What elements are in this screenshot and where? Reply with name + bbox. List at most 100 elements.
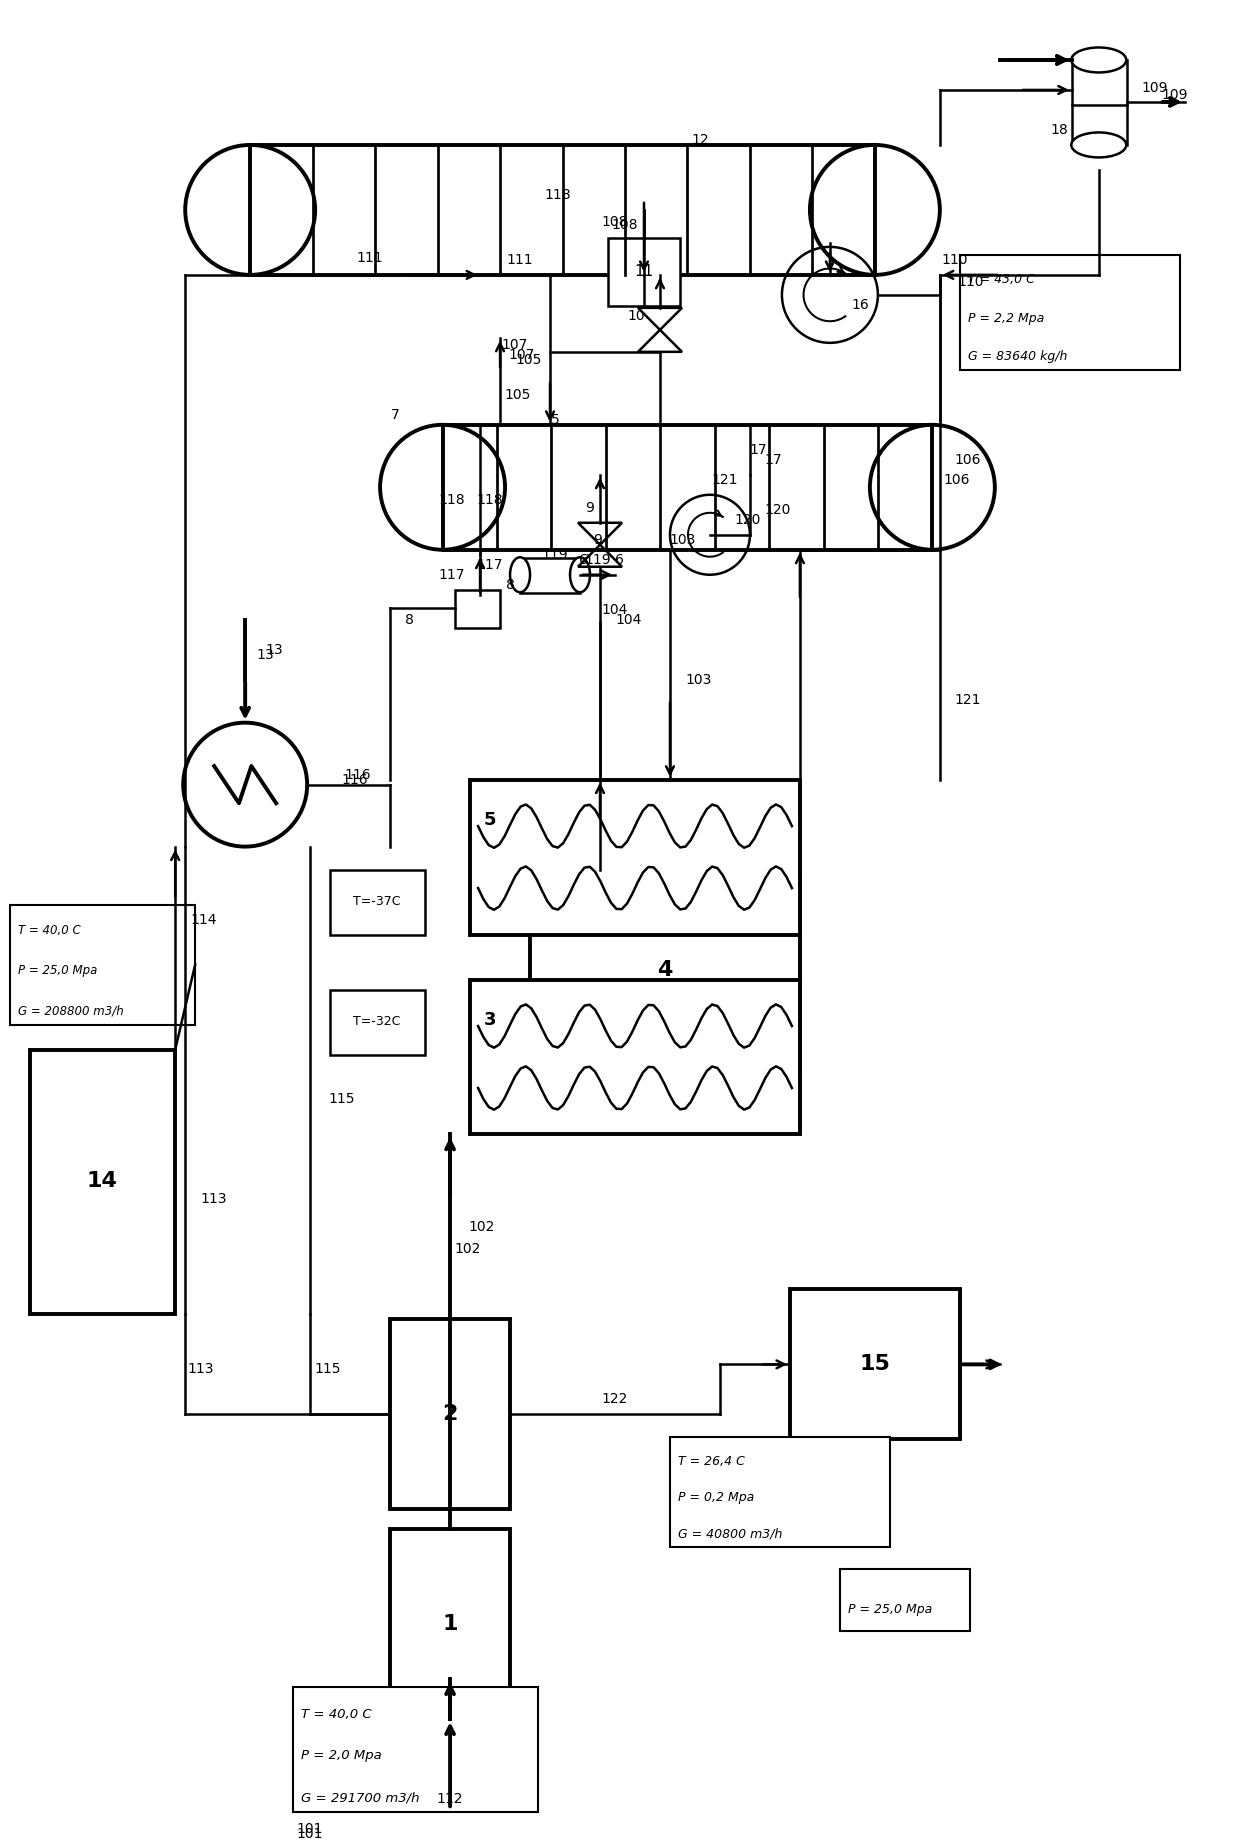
Text: 122: 122	[601, 1391, 629, 1406]
Bar	[250, 146, 875, 275]
Ellipse shape	[1071, 48, 1126, 72]
Text: 111: 111	[507, 252, 533, 267]
Text: 4: 4	[657, 960, 672, 980]
Text: 106: 106	[944, 474, 970, 487]
Text: G = 291700 m3/h: G = 291700 m3/h	[301, 1791, 419, 1804]
Text: 119: 119	[542, 547, 568, 562]
Text: T=-37C: T=-37C	[353, 896, 401, 909]
Text: 108: 108	[601, 216, 627, 229]
Text: 112: 112	[436, 1791, 464, 1806]
Text: P = 0,2 Mpa: P = 0,2 Mpa	[678, 1491, 754, 1504]
Text: 103: 103	[684, 673, 712, 687]
Text: 119: 119	[585, 553, 611, 568]
Bar	[470, 780, 800, 934]
Text: 104: 104	[615, 612, 641, 627]
Bar	[1071, 61, 1127, 146]
Text: 105: 105	[505, 387, 531, 402]
Bar	[960, 254, 1179, 370]
Text: G = 40800 m3/h: G = 40800 m3/h	[678, 1528, 782, 1541]
Text: P = 25,0 Mpa: P = 25,0 Mpa	[19, 964, 98, 977]
Text: 9: 9	[594, 533, 603, 547]
Text: 120: 120	[765, 503, 791, 516]
Text: P = 25,0 Mpa: P = 25,0 Mpa	[848, 1603, 932, 1616]
Bar	[330, 870, 425, 934]
Text: 118: 118	[476, 492, 503, 507]
Bar	[790, 1290, 960, 1439]
Text: 8: 8	[506, 577, 515, 592]
Text: 111: 111	[357, 251, 383, 265]
Text: 17: 17	[765, 453, 782, 466]
Text: 1: 1	[443, 1614, 458, 1635]
Text: 102: 102	[455, 1242, 481, 1257]
Text: 15: 15	[859, 1355, 890, 1375]
Text: 17: 17	[749, 442, 766, 457]
Text: 115: 115	[329, 1093, 355, 1106]
Ellipse shape	[1071, 133, 1126, 157]
Text: 5: 5	[551, 413, 559, 428]
Text: 3: 3	[484, 1010, 496, 1028]
Text: 118: 118	[439, 492, 465, 507]
Bar	[839, 1568, 970, 1631]
Text: 113: 113	[187, 1362, 213, 1377]
Text: 108: 108	[611, 217, 639, 232]
Text: 13: 13	[265, 643, 283, 656]
Text: 110: 110	[957, 275, 985, 289]
Bar	[670, 1438, 890, 1548]
Text: 118: 118	[544, 188, 572, 203]
Bar	[30, 1049, 175, 1314]
Text: 106: 106	[955, 453, 981, 466]
Text: 16: 16	[851, 299, 869, 311]
Text: 6: 6	[615, 553, 624, 568]
Ellipse shape	[570, 557, 590, 592]
Text: P = 2,0 Mpa: P = 2,0 Mpa	[301, 1749, 382, 1762]
Text: 115: 115	[315, 1362, 341, 1377]
Text: P = 2,2 Mpa: P = 2,2 Mpa	[968, 311, 1044, 324]
Text: 102: 102	[467, 1220, 495, 1235]
Text: 104: 104	[601, 603, 629, 617]
Bar	[529, 870, 800, 1069]
Text: 114: 114	[190, 912, 217, 927]
Bar	[10, 905, 195, 1025]
Text: T = 40,0 C: T = 40,0 C	[19, 923, 81, 936]
Text: 117: 117	[477, 558, 503, 571]
Text: T = 43,0 C: T = 43,0 C	[968, 273, 1034, 286]
Bar	[520, 558, 580, 593]
Ellipse shape	[510, 557, 529, 592]
Text: 8: 8	[405, 612, 414, 627]
Bar	[455, 590, 500, 628]
Bar	[391, 1530, 510, 1720]
Text: 12: 12	[691, 133, 709, 147]
Text: 107: 107	[502, 337, 528, 352]
Text: 101: 101	[296, 1823, 324, 1836]
Text: T = 40,0 C: T = 40,0 C	[301, 1708, 372, 1721]
Text: 14: 14	[87, 1172, 118, 1191]
Text: G = 83640 kg/h: G = 83640 kg/h	[968, 350, 1068, 363]
Text: 113: 113	[200, 1192, 227, 1207]
Text: 2: 2	[443, 1404, 458, 1425]
Bar	[470, 979, 800, 1135]
Text: 110: 110	[941, 252, 968, 267]
Text: 103: 103	[670, 533, 696, 547]
Text: 121: 121	[955, 693, 981, 706]
Text: 116: 116	[345, 769, 372, 781]
Text: 101: 101	[296, 1826, 324, 1841]
Text: 9: 9	[585, 501, 594, 514]
Bar	[608, 238, 680, 306]
Text: 109: 109	[1142, 81, 1168, 96]
Text: 6: 6	[579, 553, 588, 568]
Text: 107: 107	[508, 348, 534, 361]
Text: 5: 5	[484, 811, 496, 829]
Text: 18: 18	[1052, 123, 1069, 136]
Text: 11: 11	[635, 264, 653, 280]
Text: 10: 10	[627, 310, 645, 323]
Text: 120: 120	[735, 512, 761, 527]
Text: T = 26,4 C: T = 26,4 C	[678, 1454, 745, 1467]
Bar	[443, 424, 932, 549]
Text: 7: 7	[391, 407, 399, 422]
Text: T=-32C: T=-32C	[353, 1015, 401, 1028]
Text: 109: 109	[1162, 88, 1188, 101]
Bar	[293, 1686, 538, 1812]
Text: 117: 117	[439, 568, 465, 582]
Text: 13: 13	[257, 647, 274, 662]
Text: G = 208800 m3/h: G = 208800 m3/h	[19, 1004, 124, 1017]
